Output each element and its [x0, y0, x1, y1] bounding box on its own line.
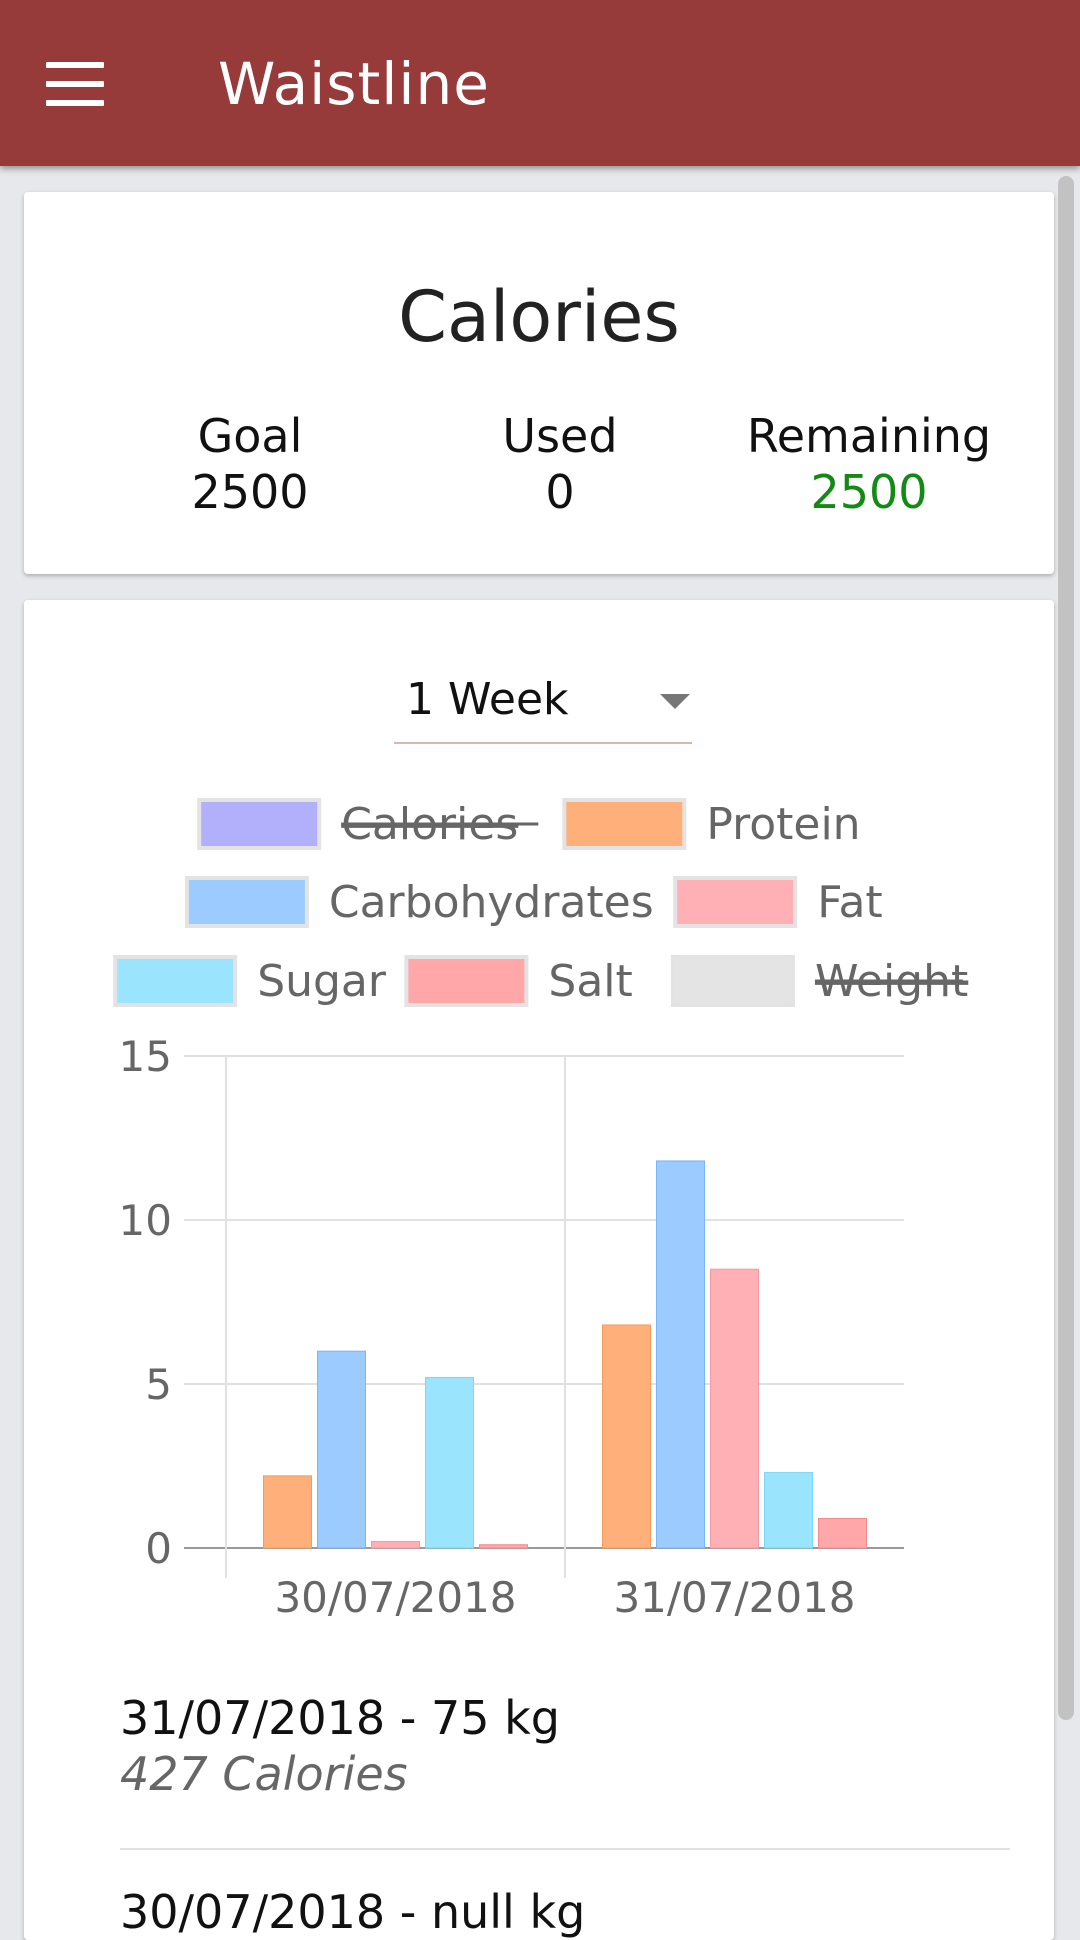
used-value: 0	[545, 465, 575, 519]
entry-divider	[120, 1848, 1010, 1850]
bar-fat-1	[710, 1268, 759, 1549]
chart-card: 1 Week Calories Protein Carbohydrates Fat Su…	[24, 600, 1054, 1940]
diary-entry-1[interactable]: 31/07/2018 - 75 kg 427 Calories	[120, 1690, 1010, 1802]
legend-swatch-calories	[197, 798, 322, 850]
legend-swatch-protein	[562, 798, 687, 850]
x-tick-label-0: 30/07/2018	[274, 1573, 516, 1620]
legend-swatch-salt	[404, 955, 529, 1007]
bar-carbohydrates-1	[656, 1160, 705, 1549]
range-select[interactable]: 1 Week	[394, 660, 692, 744]
goal-value: 2500	[191, 465, 309, 519]
chart-axes: 0 5 10 15 30/07/2018 31/07/2018	[119, 1032, 856, 1620]
bar-salt-0	[479, 1544, 528, 1549]
goal-label: Goal	[197, 409, 303, 463]
entry-date-weight: 31/07/2018 - 75 kg	[120, 1691, 560, 1745]
y-tick-label-0: 0	[145, 1524, 172, 1573]
y-tick-label-15: 15	[119, 1032, 172, 1081]
dropdown-arrow-icon	[660, 694, 690, 709]
diary-entry-2[interactable]: 30/07/2018 - null kg	[120, 1884, 1010, 1940]
x-tick-label-1: 31/07/2018	[613, 1573, 855, 1620]
remaining-value: 2500	[810, 465, 928, 519]
legend-swatch-sugar	[113, 955, 238, 1007]
chart-grid	[184, 1055, 904, 1578]
entry-calories: 427 Calories	[120, 1747, 408, 1801]
legend-swatch-carbohydrates	[184, 876, 309, 928]
bar-protein-0	[263, 1475, 312, 1549]
bar-salt-1	[818, 1517, 867, 1549]
bar-sugar-1	[764, 1472, 813, 1549]
legend-label-salt: Salt	[548, 956, 632, 1007]
bar-protein-1	[602, 1324, 651, 1549]
app-title: Waistline	[218, 50, 490, 118]
remaining-label: Remaining	[746, 409, 992, 463]
legend-label-sugar: Sugar	[257, 956, 387, 1007]
used-label: Used	[502, 409, 618, 463]
used-stat: Used 0	[410, 408, 710, 520]
remaining-stat: Remaining 2500	[719, 408, 1019, 520]
goal-stat: Goal 2500	[100, 408, 400, 520]
hamburger-menu-icon[interactable]	[46, 62, 104, 106]
calories-summary-card: Calories Goal 2500 Used 0 Remaining 2500	[24, 192, 1054, 574]
entry-date-weight: 30/07/2018 - null kg	[120, 1885, 586, 1939]
legend-label-protein: Protein	[706, 799, 860, 850]
bar-carbohydrates-0	[317, 1350, 366, 1549]
bar-sugar-0	[425, 1376, 474, 1549]
chart-bars	[263, 1160, 867, 1549]
legend-label-fat: Fat	[817, 877, 882, 928]
legend-swatch-weight	[670, 955, 795, 1007]
bar-fat-0	[371, 1540, 420, 1549]
y-tick-label-5: 5	[145, 1360, 172, 1409]
y-tick-label-10: 10	[119, 1196, 172, 1245]
calories-title: Calories	[398, 276, 680, 358]
legend-swatch-fat	[673, 876, 798, 928]
legend-label-carbohydrates: Carbohydrates	[329, 877, 654, 928]
scrollbar[interactable]	[1058, 176, 1074, 1720]
app-bar: Waistline	[0, 0, 1080, 166]
range-select-value: 1 Week	[406, 674, 569, 725]
